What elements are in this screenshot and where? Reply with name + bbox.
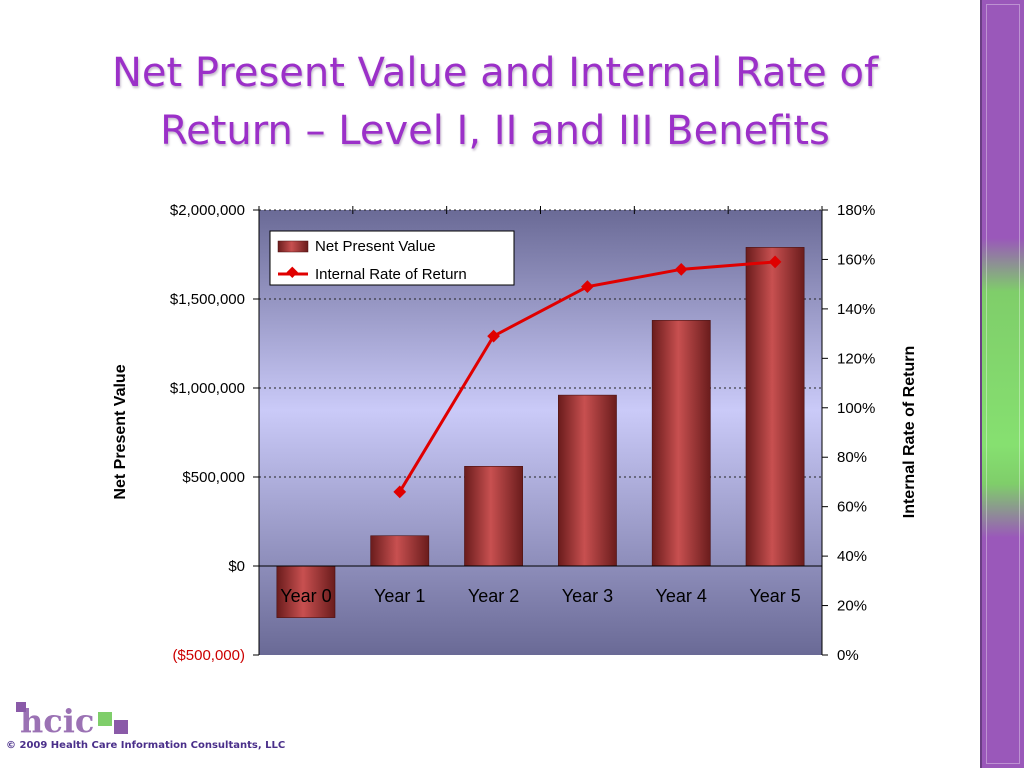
irr-point	[487, 329, 500, 343]
irr-point	[393, 485, 407, 499]
y2-tick-label: 80%	[837, 449, 867, 466]
y2-axis-title: Internal Rate of Return	[901, 346, 918, 518]
y2-tick-label: 180%	[837, 202, 875, 219]
y-tick-label: $500,000	[182, 469, 245, 486]
y-tick-label: $0	[228, 558, 245, 575]
legend-bar-swatch	[277, 240, 309, 253]
y2-tick-label: 0%	[837, 647, 859, 664]
y-tick-label: $1,000,000	[170, 380, 245, 397]
npv-bar	[651, 320, 711, 567]
y-tick-label: $2,000,000	[170, 202, 245, 219]
y-tick-label: ($500,000)	[172, 647, 245, 664]
hcic-logo: hcic	[16, 702, 128, 736]
decorative-side-bar	[980, 0, 1024, 768]
x-tick-label: Year 5	[749, 586, 800, 606]
legend-box	[269, 230, 515, 286]
npv-irr-chart: ($500,000) $0 $500,000 $1,000,000 $1,500,000…	[112, 202, 918, 664]
x-tick-label: Year 2	[468, 586, 519, 606]
copyright-footer: © 2009 Health Care Information Consultan…	[6, 740, 286, 751]
svg-text:hcic: hcic	[20, 702, 94, 736]
title-line-1: Net Present Value and Internal Rate of	[111, 50, 879, 96]
npv-bar	[558, 394, 617, 567]
npv-bar	[276, 565, 336, 618]
y2-tick-label: 60%	[837, 499, 867, 516]
x-tick-label: Year 3	[562, 586, 613, 606]
npv-bar	[745, 247, 805, 567]
legend: Net Present Value Internal Rate of Retur…	[269, 230, 515, 286]
legend-label-irr: Internal Rate of Return	[315, 266, 467, 283]
x-tick-label: Year 0	[280, 586, 331, 606]
title-line-2: Return – Level I, II and III Benefits	[160, 108, 830, 154]
legend-label-npv: Net Present Value	[315, 238, 436, 255]
y-axis-title: Net Present Value	[112, 364, 129, 499]
x-tick-label: Year 1	[374, 586, 425, 606]
legend-marker	[286, 266, 298, 278]
y2-tick-label: 160%	[837, 251, 875, 268]
y-tick-label: $1,500,000	[170, 291, 245, 308]
y2-tick-label: 100%	[837, 400, 875, 417]
x-tick-label: Year 4	[656, 586, 707, 606]
y2-tick-label: 140%	[837, 301, 875, 318]
npv-bar	[464, 466, 523, 567]
npv-bar	[370, 535, 430, 567]
y2-tick-label: 40%	[837, 548, 867, 565]
y2-tick-label: 20%	[837, 598, 867, 615]
slide-title: Net Present Value and Internal Rate of R…	[20, 44, 970, 160]
y2-tick-label: 120%	[837, 350, 875, 367]
